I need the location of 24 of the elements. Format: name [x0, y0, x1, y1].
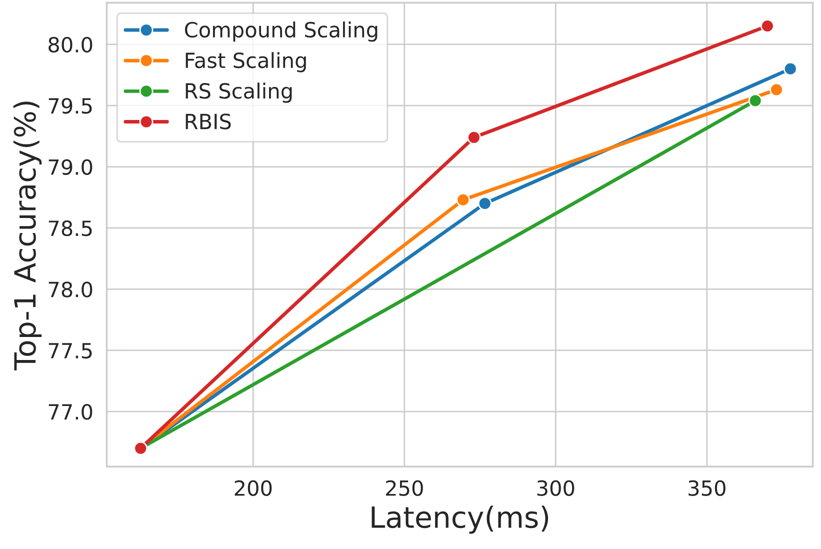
x-tick-label: 350: [688, 480, 726, 496]
legend-label: Fast Scaling: [186, 52, 306, 72]
point: [456, 192, 470, 207]
y-tick-label: 77.5: [48, 343, 92, 359]
point: [760, 19, 774, 33]
y-tick-label: 79.0: [48, 159, 92, 175]
y-tick-label: 80.0: [48, 36, 92, 53]
point: [770, 82, 784, 97]
y-tick-label: 79.5: [48, 98, 92, 114]
y-tick-label: 78.5: [48, 220, 92, 236]
legend-label: RS Scaling: [186, 82, 292, 103]
y-axis-title: Top-1 Accuracy(%): [13, 102, 42, 370]
point: [478, 196, 492, 210]
x-axis-title: Latency(ms): [372, 506, 548, 534]
y-tick-label: 77.0: [48, 404, 92, 420]
point: [467, 130, 481, 144]
x-tick-label: 250: [386, 480, 423, 496]
legend-label: RBIS: [186, 114, 231, 130]
x-tick-label: 300: [537, 480, 574, 496]
x-tick-label: 200: [234, 480, 272, 496]
point: [748, 94, 762, 108]
legend-label: Compound Scaling: [184, 21, 378, 42]
y-tick-label: 78.0: [48, 282, 92, 298]
point: [783, 62, 798, 76]
